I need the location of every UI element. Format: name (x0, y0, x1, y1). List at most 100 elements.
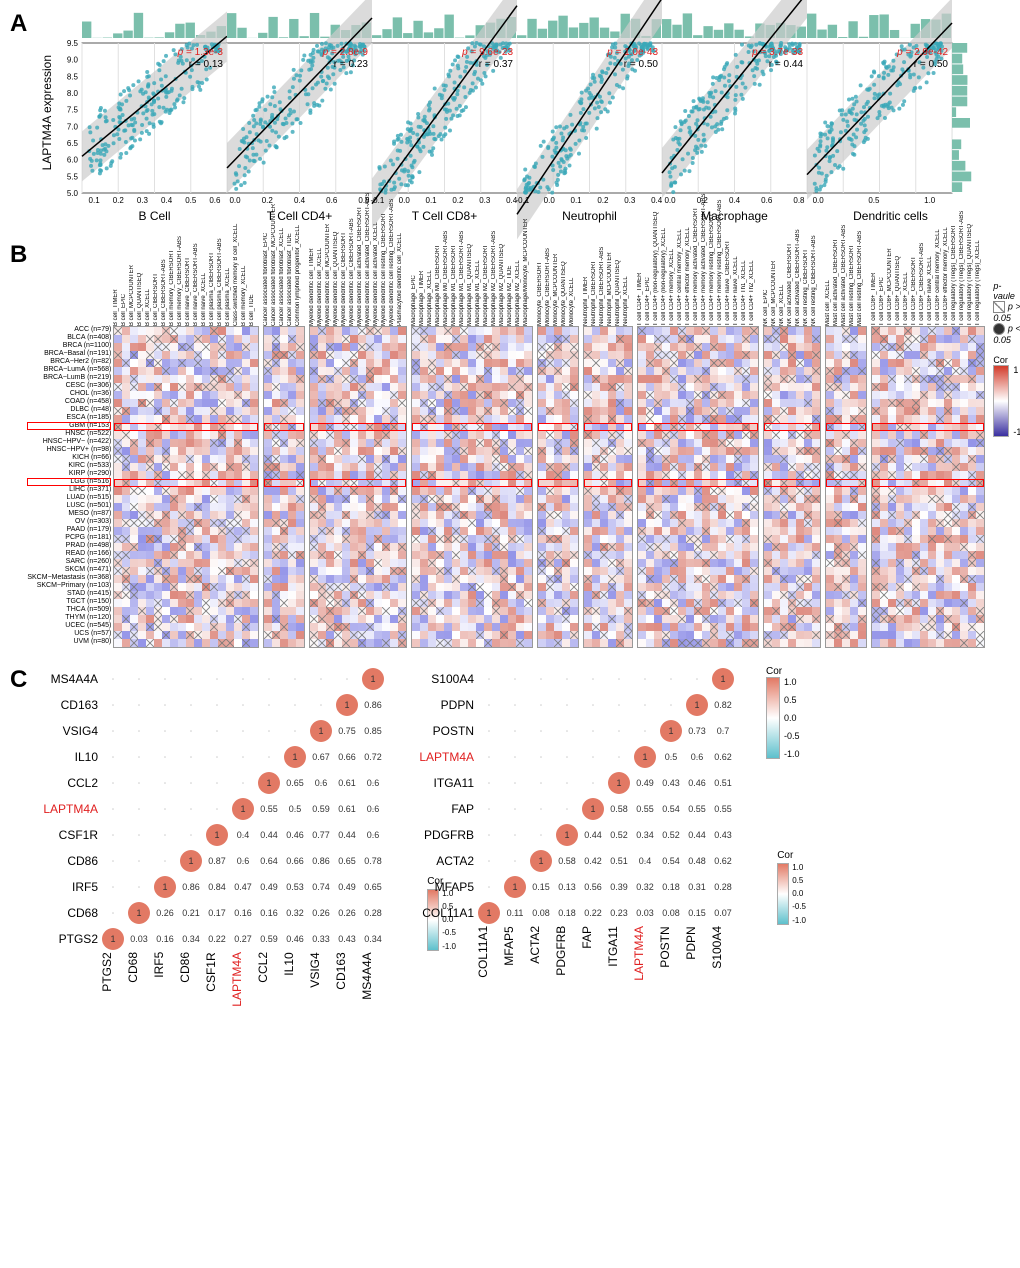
heatmap-cell (772, 335, 780, 343)
heatmap-cell (342, 519, 350, 527)
heatmap-cell (880, 463, 888, 471)
heatmap-cell (202, 511, 210, 519)
heatmap-cell (398, 527, 406, 535)
heatmap-cell (772, 543, 780, 551)
heatmap-cell (138, 631, 146, 639)
heatmap-cell (812, 519, 820, 527)
heatmap-cell (374, 335, 382, 343)
heatmap-cell (272, 407, 280, 415)
heatmap-cell (382, 615, 390, 623)
svg-text:6.5: 6.5 (67, 139, 79, 148)
heatmap-cell (600, 359, 608, 367)
heatmap-cell (264, 567, 272, 575)
heatmap-cell (234, 391, 242, 399)
heatmap-cell (726, 447, 734, 455)
heatmap-cell (452, 463, 460, 471)
heatmap-cell (436, 591, 444, 599)
heatmap-cell (484, 575, 492, 583)
heatmap-cell (146, 519, 154, 527)
heatmap-cell (834, 583, 842, 591)
heatmap-cell (554, 447, 562, 455)
heatmap-cell (826, 615, 834, 623)
heatmap-cell (524, 511, 532, 519)
heatmap-cell (638, 583, 646, 591)
heatmap-cell (750, 407, 758, 415)
heatmap-cell (508, 431, 516, 439)
heatmap-cell (130, 351, 138, 359)
heatmap-cell (944, 375, 952, 383)
heatmap-cell (452, 511, 460, 519)
heatmap-cell (888, 575, 896, 583)
heatmap-cell (928, 415, 936, 423)
heatmap-cell (138, 543, 146, 551)
heatmap-cell (772, 351, 780, 359)
heatmap-cell (826, 407, 834, 415)
heatmap-cell (326, 327, 334, 335)
heatmap-cell (538, 623, 546, 631)
heatmap-cell (750, 343, 758, 351)
heatmap-cell (436, 335, 444, 343)
heatmap-cell (616, 367, 624, 375)
heatmap-cell (968, 391, 976, 399)
heatmap-cell (218, 559, 226, 567)
heatmap-cell (342, 423, 350, 431)
heatmap-cell (670, 551, 678, 559)
heatmap-cell (288, 567, 296, 575)
heatmap-cell (702, 543, 710, 551)
heatmap-cell (654, 487, 662, 495)
heatmap-cell (968, 551, 976, 559)
heatmap-cell (912, 607, 920, 615)
heatmap-cell (944, 391, 952, 399)
heatmap-cell (318, 631, 326, 639)
heatmap-cell (592, 439, 600, 447)
heatmap-cell (600, 551, 608, 559)
heatmap-cell (742, 375, 750, 383)
heatmap-cell (366, 423, 374, 431)
heatmap-cell (398, 367, 406, 375)
heatmap-cell (624, 567, 632, 575)
heatmap-cell (234, 575, 242, 583)
heatmap-cell (242, 383, 250, 391)
heatmap-cell (562, 471, 570, 479)
heatmap-cell (114, 455, 122, 463)
heatmap-cell (374, 351, 382, 359)
heatmap-cell (694, 511, 702, 519)
heatmap-cell (296, 519, 304, 527)
heatmap-cell (288, 375, 296, 383)
heatmap-cell (428, 495, 436, 503)
heatmap-cell (310, 351, 318, 359)
heatmap-cell (326, 535, 334, 543)
heatmap-cell (780, 431, 788, 439)
heatmap-cell (492, 463, 500, 471)
heatmap-cell (880, 383, 888, 391)
scatter-plot: p = 1.0e-43r = 0.50-0.10.00.10.20.30.4 (517, 43, 662, 207)
heatmap-cell (374, 519, 382, 527)
heatmap-cell (382, 567, 390, 575)
scatter-plot: p = 9.6e-23r = 0.37-0.10.00.10.20.30.4 (372, 43, 517, 207)
heatmap-cell (398, 399, 406, 407)
heatmap-cell (436, 391, 444, 399)
heatmap-cell (476, 559, 484, 567)
heatmap-cell (624, 495, 632, 503)
heatmap-cell (318, 343, 326, 351)
heatmap-cell (904, 367, 912, 375)
heatmap-cell (162, 415, 170, 423)
heatmap-cell (976, 479, 984, 487)
heatmap-cell (444, 631, 452, 639)
heatmap-cell (234, 639, 242, 647)
heatmap-cell (170, 391, 178, 399)
heatmap-cell (912, 367, 920, 375)
heatmap-cell (726, 527, 734, 535)
heatmap-cell (398, 607, 406, 615)
heatmap-cell (872, 455, 880, 463)
heatmap-cell (608, 471, 616, 479)
heatmap-cell (608, 535, 616, 543)
heatmap-cell (500, 439, 508, 447)
heatmap-cell (280, 471, 288, 479)
heatmap-cell (662, 359, 670, 367)
heatmap-cell (546, 599, 554, 607)
heatmap-cell (646, 551, 654, 559)
heatmap-cell (366, 575, 374, 583)
heatmap-cell (398, 583, 406, 591)
heatmap-cell (772, 343, 780, 351)
